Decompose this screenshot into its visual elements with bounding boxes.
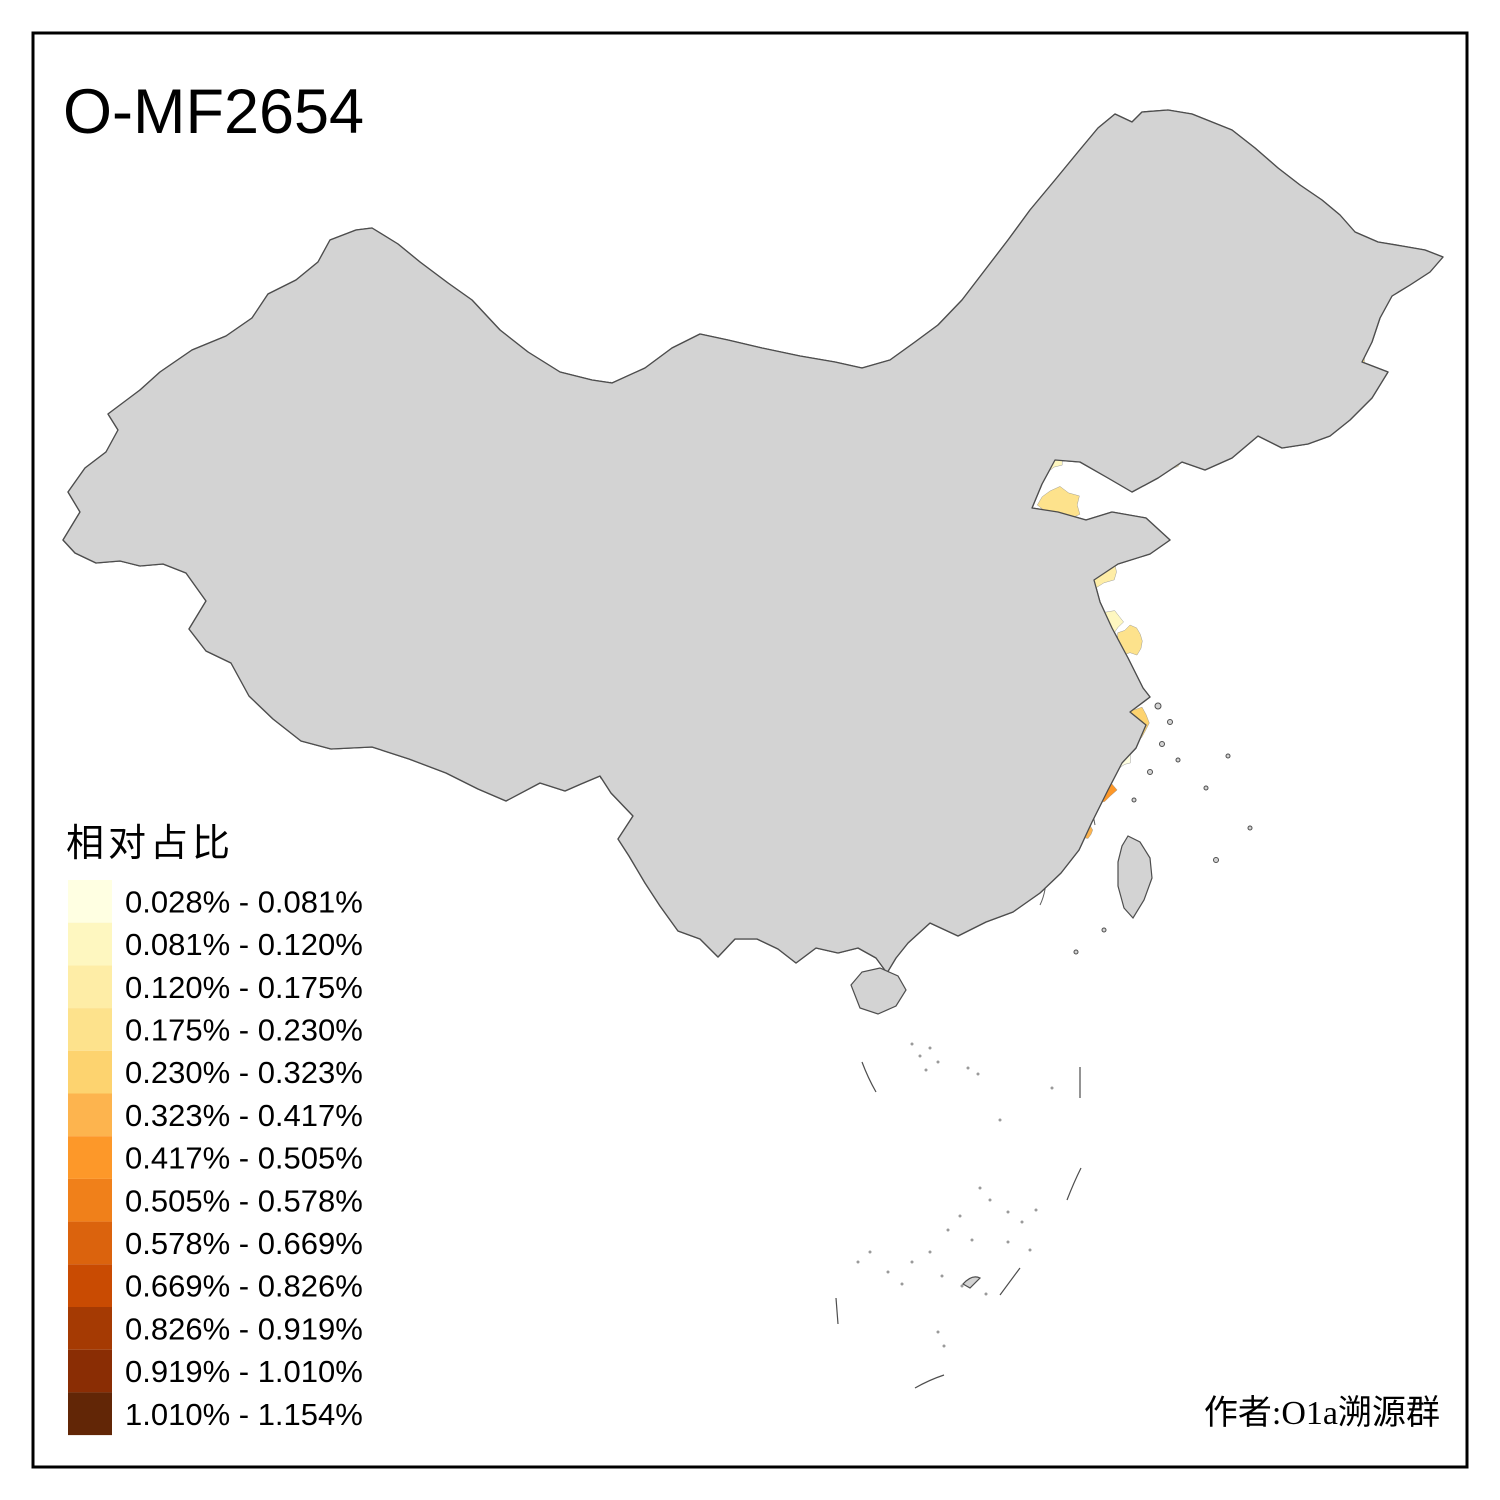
legend-label: 0.578% - 0.669%	[125, 1226, 363, 1261]
taiwan-island	[1117, 835, 1153, 919]
legend-swatch	[68, 1008, 112, 1051]
legend-label: 0.081% - 0.120%	[125, 927, 363, 962]
legend-swatch	[68, 1050, 112, 1094]
legend-label: 0.120% - 0.175%	[125, 970, 363, 1005]
legend-label: 0.175% - 0.230%	[125, 1012, 363, 1047]
legend-label: 1.010% - 1.154%	[125, 1397, 363, 1432]
south-sea-marks	[835, 1042, 1082, 1389]
legend-label: 0.669% - 0.826%	[125, 1269, 363, 1304]
map-group	[62, 109, 1444, 1389]
legend-swatch	[68, 1221, 112, 1265]
legend-swatch	[68, 1093, 112, 1137]
legend-label: 0.826% - 0.919%	[125, 1311, 363, 1346]
legend-label: 0.417% - 0.505%	[125, 1141, 363, 1176]
legend-swatch	[68, 1264, 112, 1307]
legend-swatch	[68, 1136, 112, 1179]
legend-swatch	[68, 1349, 112, 1393]
legend: 相对占比 0.028% - 0.081% 0.081% - 0.120% 0.120…	[66, 823, 363, 1436]
attribution-text: 作者:O1a溯源群	[1204, 1394, 1440, 1432]
legend-label: 0.323% - 0.417%	[125, 1098, 363, 1133]
legend-swatch	[68, 880, 112, 923]
legend-swatch	[68, 1392, 112, 1436]
page-title: O-MF2654	[63, 77, 364, 147]
hainan-island	[850, 967, 907, 1015]
legend-swatch	[68, 965, 112, 1009]
legend-title: 相对占比	[66, 823, 234, 865]
legend-label: 0.919% - 1.010%	[125, 1354, 363, 1389]
coastal-islands	[1073, 702, 1253, 955]
legend-label: 0.505% - 0.578%	[125, 1183, 363, 1218]
legend-swatch	[68, 1307, 112, 1350]
legend-label: 0.230% - 0.323%	[125, 1055, 363, 1090]
legend-rows: 0.028% - 0.081% 0.081% - 0.120% 0.120% - 0…	[68, 880, 363, 1436]
legend-swatch	[68, 922, 112, 966]
legend-swatch	[68, 1178, 112, 1222]
legend-label: 0.028% - 0.081%	[125, 884, 363, 919]
